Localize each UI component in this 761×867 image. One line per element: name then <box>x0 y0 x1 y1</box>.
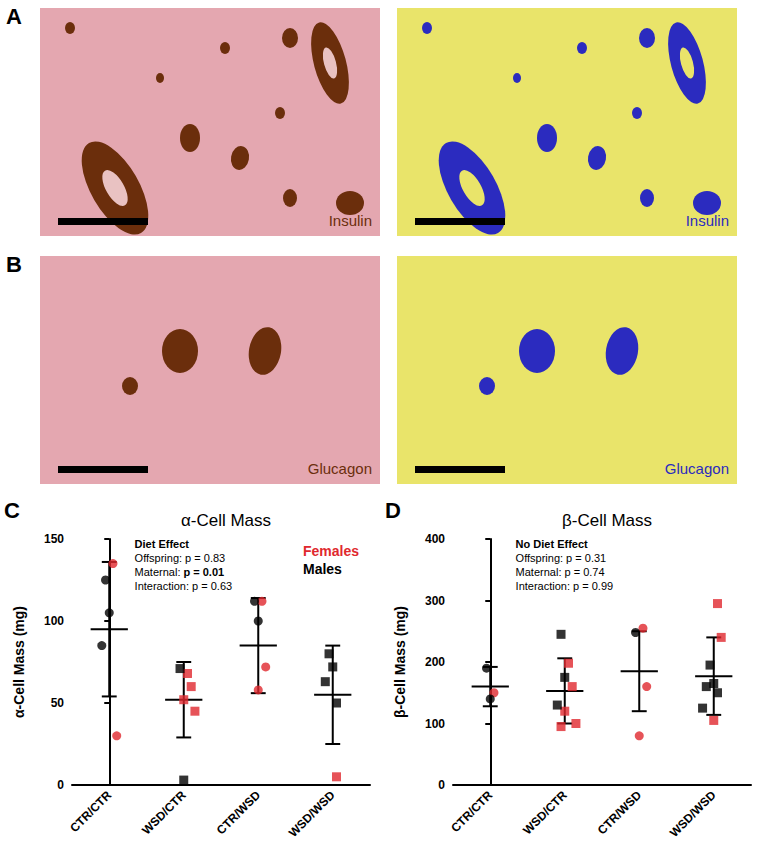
svg-text:No Diet Effect: No Diet Effect <box>516 538 588 550</box>
svg-text:WSD/CTR: WSD/CTR <box>520 788 570 838</box>
svg-text:p = 0.83: p = 0.83 <box>185 552 225 564</box>
svg-text:CTR/CTR: CTR/CTR <box>448 788 495 835</box>
svg-text:p = 0.74: p = 0.74 <box>564 566 604 578</box>
svg-text:50: 50 <box>51 696 65 710</box>
svg-text:Interaction:: Interaction: <box>516 580 573 592</box>
svg-text:300: 300 <box>425 594 445 608</box>
svg-text:Diet Effect: Diet Effect <box>135 538 190 550</box>
svg-text:β-Cell Mass (mg): β-Cell Mass (mg) <box>392 606 408 718</box>
svg-text:CTR/CTR: CTR/CTR <box>67 788 114 835</box>
svg-text:Offspring:: Offspring: <box>516 552 567 564</box>
svg-text:D: D <box>385 498 401 523</box>
svg-text:100: 100 <box>425 717 445 731</box>
svg-text:400: 400 <box>425 532 445 546</box>
svg-text:150: 150 <box>44 532 64 546</box>
svg-text:Insulin: Insulin <box>329 212 372 229</box>
svg-text:WSD/WSD: WSD/WSD <box>286 788 338 840</box>
svg-text:200: 200 <box>425 655 445 669</box>
svg-text:100: 100 <box>44 614 64 628</box>
svg-text:0: 0 <box>57 778 64 792</box>
svg-text:Maternal:: Maternal: <box>135 566 184 578</box>
svg-text:p = 0.99: p = 0.99 <box>573 580 613 592</box>
svg-text:Maternal:: Maternal: <box>516 566 565 578</box>
svg-text:Females: Females <box>303 543 359 559</box>
svg-text:B: B <box>6 252 22 277</box>
svg-text:A: A <box>6 4 22 29</box>
svg-text:Males: Males <box>303 561 342 577</box>
svg-text:α-Cell Mass: α-Cell Mass <box>181 511 271 530</box>
svg-text:WSD/CTR: WSD/CTR <box>139 788 189 838</box>
svg-text:CTR/WSD: CTR/WSD <box>214 788 264 838</box>
svg-text:p = 0.31: p = 0.31 <box>566 552 606 564</box>
svg-text:p = 0.01: p = 0.01 <box>183 566 224 578</box>
svg-text:Interaction:: Interaction: <box>135 580 192 592</box>
svg-text:Offspring:: Offspring: <box>135 552 186 564</box>
svg-text:CTR/WSD: CTR/WSD <box>595 788 645 838</box>
svg-text:WSD/WSD: WSD/WSD <box>667 788 719 840</box>
svg-text:p = 0.63: p = 0.63 <box>192 580 232 592</box>
svg-text:α-Cell Mass (mg): α-Cell Mass (mg) <box>11 606 27 718</box>
svg-text:0: 0 <box>438 778 445 792</box>
svg-text:Glucagon: Glucagon <box>308 460 372 477</box>
svg-text:Glucagon: Glucagon <box>665 460 729 477</box>
svg-text:Insulin: Insulin <box>686 212 729 229</box>
svg-text:C: C <box>4 498 20 523</box>
svg-text:β-Cell Mass: β-Cell Mass <box>562 511 652 530</box>
